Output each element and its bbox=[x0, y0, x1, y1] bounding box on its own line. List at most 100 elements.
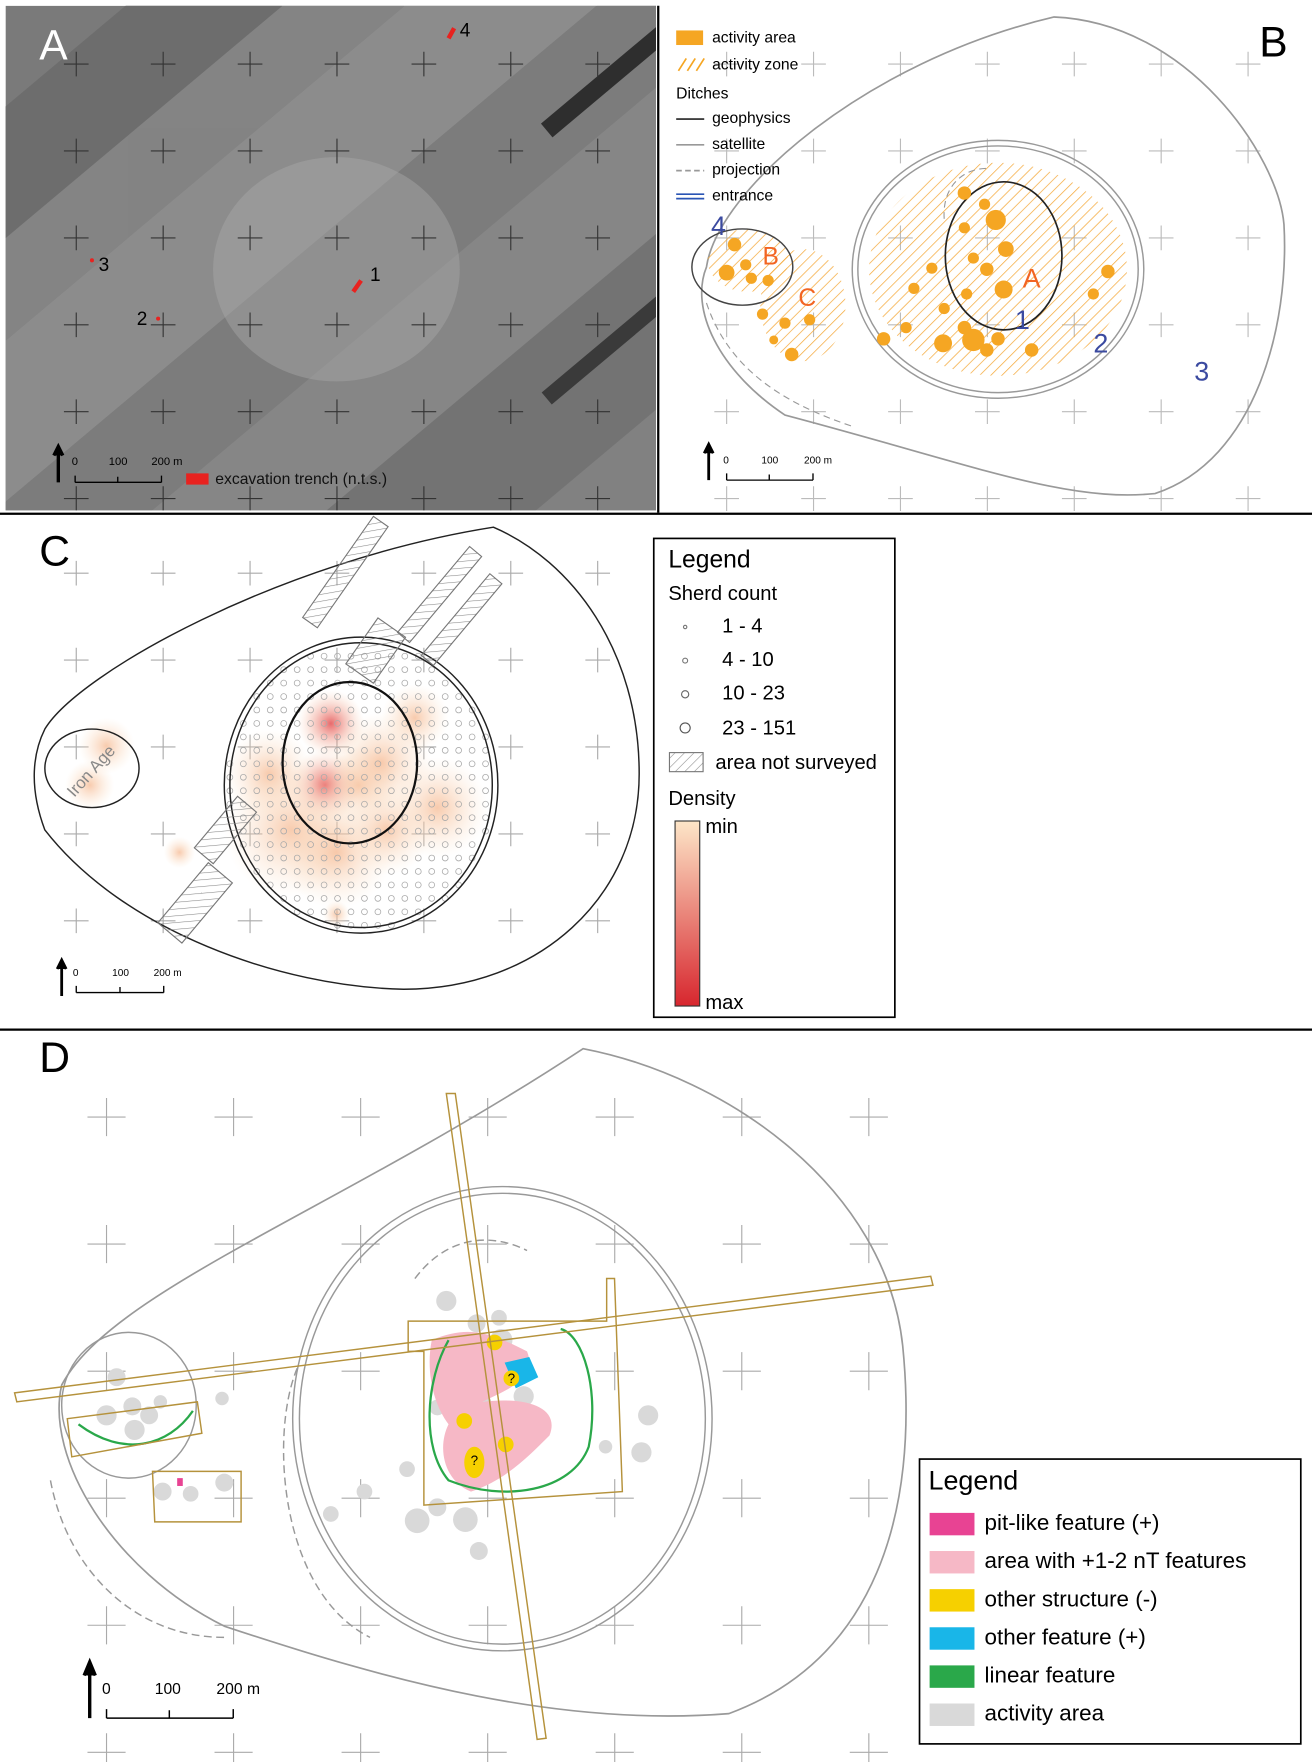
legend-label: 1 - 4 bbox=[722, 615, 762, 637]
scale-label: 100 bbox=[761, 456, 778, 467]
grid-cross bbox=[87, 1479, 125, 1517]
sherd-dot bbox=[362, 694, 368, 700]
grid-cross bbox=[850, 1352, 888, 1390]
sherd-dot bbox=[254, 707, 260, 713]
panel-c: Iron Age C 0 100 200 m Legend Sherd coun… bbox=[34, 516, 895, 1017]
legend-label: activity zone bbox=[712, 56, 799, 73]
grid-cross bbox=[469, 1606, 507, 1644]
sherd-dot bbox=[267, 707, 273, 713]
sherd-dot bbox=[402, 680, 408, 686]
panel-b: A B C 1 2 3 4 B activity area activity z… bbox=[676, 17, 1288, 511]
sherd-dot bbox=[469, 734, 475, 740]
sherd-dot bbox=[321, 680, 327, 686]
legend-label: linear feature bbox=[985, 1663, 1116, 1688]
trench-marker bbox=[90, 258, 94, 262]
activity-area bbox=[154, 1483, 172, 1501]
legend-swatch bbox=[676, 30, 703, 45]
sherd-dot bbox=[402, 653, 408, 659]
sherd-dot bbox=[456, 721, 462, 727]
sherd-dot bbox=[442, 680, 448, 686]
sherd-dot bbox=[429, 667, 435, 673]
panel-d: ? ? D 0 100 200 m Legend pit-like featur… bbox=[15, 1034, 1301, 1762]
legend-swatch bbox=[930, 1551, 975, 1573]
sherd-dot bbox=[388, 895, 394, 901]
sherd-dot bbox=[483, 774, 489, 780]
legend-label: activity area bbox=[712, 29, 796, 46]
sherd-dot bbox=[281, 707, 287, 713]
panel-label: D bbox=[39, 1034, 70, 1082]
grid-cross bbox=[87, 1098, 125, 1136]
grid-cross bbox=[325, 648, 350, 673]
sherd-dot bbox=[429, 882, 435, 888]
grid-cross bbox=[850, 1479, 888, 1517]
grid-cross bbox=[585, 648, 610, 673]
panel-label: B bbox=[1259, 18, 1287, 66]
grid-cross bbox=[888, 486, 913, 511]
scale-label: 0 bbox=[102, 1681, 111, 1698]
sherd-dot bbox=[308, 909, 314, 915]
legend-title: Legend bbox=[928, 1466, 1018, 1496]
activity-area bbox=[939, 303, 950, 314]
grid-cross bbox=[888, 52, 913, 77]
legend-label: entrance bbox=[712, 188, 773, 205]
legend-label: pit-like feature (+) bbox=[985, 1510, 1160, 1535]
page: 1 2 3 4 A 0 100 200 m excavation trench … bbox=[0, 0, 1312, 1762]
activity-area bbox=[638, 1405, 658, 1425]
legend-label: min bbox=[705, 816, 738, 838]
grid-cross bbox=[975, 399, 1000, 424]
sherd-dot bbox=[254, 721, 260, 727]
scale-label: 0 bbox=[723, 456, 729, 467]
sherd-dot bbox=[442, 747, 448, 753]
grid-cross bbox=[215, 1098, 253, 1136]
grid-cross bbox=[1062, 399, 1087, 424]
sherd-dot bbox=[402, 895, 408, 901]
sherd-dot bbox=[375, 680, 381, 686]
sherd-dot bbox=[375, 895, 381, 901]
activity-area bbox=[123, 1397, 141, 1415]
scale-label: 100 bbox=[112, 968, 129, 979]
sherd-dot bbox=[375, 694, 381, 700]
sherd-dot bbox=[402, 882, 408, 888]
sherd-dot bbox=[321, 653, 327, 659]
grid-cross bbox=[801, 226, 826, 251]
sherd-dot bbox=[388, 909, 394, 915]
activity-area bbox=[934, 334, 952, 352]
sherd-dot bbox=[281, 721, 287, 727]
grid-cross bbox=[87, 1606, 125, 1644]
activity-area bbox=[183, 1486, 199, 1502]
activity-area bbox=[96, 1405, 116, 1425]
activity-area bbox=[980, 263, 993, 276]
trench-label: 3 bbox=[99, 255, 110, 276]
grid-cross bbox=[498, 648, 523, 673]
grid-cross bbox=[238, 908, 263, 933]
grid-cross bbox=[975, 139, 1000, 164]
question-mark: ? bbox=[508, 1371, 515, 1386]
grid-cross bbox=[215, 1733, 253, 1762]
legend-label: excavation trench (n.t.s.) bbox=[215, 471, 387, 488]
grid-cross bbox=[801, 139, 826, 164]
activity-area bbox=[769, 335, 778, 344]
grid-cross bbox=[151, 648, 176, 673]
grid-cross bbox=[596, 1098, 634, 1136]
grid-cross bbox=[888, 139, 913, 164]
grid-cross bbox=[498, 735, 523, 760]
activity-area bbox=[599, 1440, 612, 1453]
legend-swatch bbox=[930, 1665, 975, 1687]
grid-cross bbox=[215, 1606, 253, 1644]
activity-area bbox=[124, 1420, 144, 1440]
legend-title: Ditches bbox=[676, 86, 728, 103]
sherd-dot bbox=[483, 761, 489, 767]
grid-cross bbox=[1149, 52, 1174, 77]
panel-label: A bbox=[39, 22, 68, 70]
grid-cross bbox=[723, 1225, 761, 1263]
grid-cross bbox=[498, 908, 523, 933]
grid-cross bbox=[238, 561, 263, 586]
projection bbox=[50, 1368, 370, 1637]
activity-area bbox=[746, 273, 757, 284]
scale-bar: 0 100 200 m bbox=[57, 960, 181, 996]
activity-area bbox=[728, 238, 741, 251]
ditch-label: 2 bbox=[1093, 329, 1108, 359]
activity-area bbox=[986, 210, 1006, 230]
sherd-dot bbox=[415, 895, 421, 901]
activity-area bbox=[468, 1314, 486, 1332]
